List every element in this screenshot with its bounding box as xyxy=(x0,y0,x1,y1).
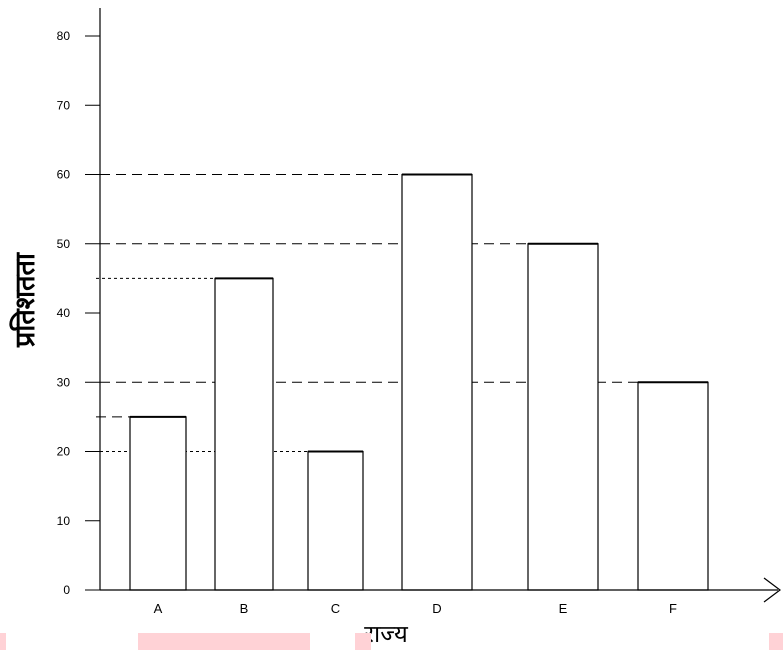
y-tick-label: 50 xyxy=(57,237,71,251)
bar xyxy=(214,277,274,591)
y-tick-label: 0 xyxy=(63,583,70,597)
x-tick-label: C xyxy=(331,601,340,616)
highlight-mark xyxy=(355,633,371,650)
y-tick-label: 60 xyxy=(57,168,71,182)
y-ticks: 0 10 20 30 40 50 60 70 80 xyxy=(57,29,100,597)
y-tick-label: 80 xyxy=(57,29,71,43)
y-tick-label: 30 xyxy=(57,375,71,389)
highlight-strip xyxy=(0,633,783,650)
highlight-mark xyxy=(0,633,6,650)
y-tick-label: 40 xyxy=(57,306,71,320)
bar xyxy=(129,416,187,591)
y-axis-label: प्रतिशतता xyxy=(9,252,41,348)
bars xyxy=(129,173,709,591)
x-axis-label: राज्य xyxy=(364,620,409,648)
bar xyxy=(637,381,709,591)
bar xyxy=(401,173,473,591)
highlight-mark xyxy=(138,633,310,650)
y-tick-label: 10 xyxy=(57,514,71,528)
x-tick-label: E xyxy=(559,601,568,616)
bar xyxy=(527,243,599,591)
bar xyxy=(307,450,364,591)
x-tick-label: D xyxy=(432,601,441,616)
x-tick-label: B xyxy=(240,601,249,616)
highlight-mark xyxy=(769,633,783,650)
x-tick-label: A xyxy=(154,601,163,616)
y-tick-label: 20 xyxy=(57,445,71,459)
y-tick-label: 70 xyxy=(57,98,71,112)
x-tick-label: F xyxy=(669,601,677,616)
x-axis-arrow-icon xyxy=(763,577,781,603)
x-ticks: A B C D E F xyxy=(154,601,677,616)
